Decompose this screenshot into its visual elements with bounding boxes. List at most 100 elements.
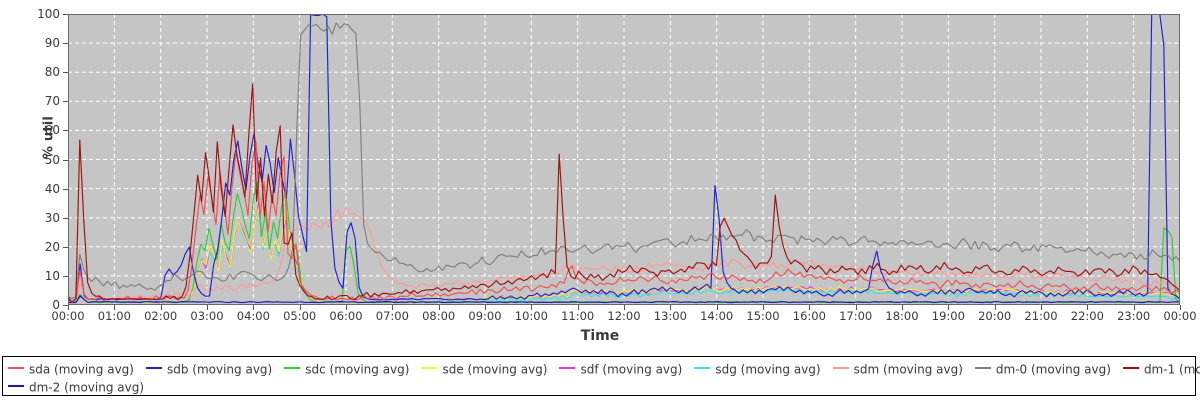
x-tick-label: 14:00	[700, 309, 734, 323]
x-tick-label: 13:00	[653, 309, 687, 323]
series-line	[68, 83, 1180, 303]
x-tick-label: 21:00	[1024, 309, 1058, 323]
x-tick-mark	[1041, 305, 1042, 310]
legend-label: sdc (moving avg)	[305, 362, 410, 377]
x-tick-mark	[485, 305, 486, 310]
x-tick-label: 11:00	[561, 309, 595, 323]
legend-color-swatch	[559, 367, 576, 369]
y-tick-mark	[63, 275, 68, 277]
legend-item[interactable]: sdg (moving avg)	[694, 360, 821, 379]
x-tick-label: 04:00	[236, 309, 270, 323]
legend-label: sdb (moving avg)	[166, 362, 273, 377]
legend-color-swatch	[421, 367, 438, 369]
x-tick-mark	[716, 305, 718, 310]
y-tick-mark	[63, 130, 68, 132]
legend-label: sda (moving avg)	[29, 362, 134, 377]
legend-item[interactable]: sdb (moving avg)	[145, 360, 273, 379]
legend-label: sdm (moving avg)	[853, 362, 963, 377]
x-tick-label: 08:00	[422, 309, 456, 323]
x-tick-label: 17:00	[839, 309, 873, 323]
y-tick-mark	[63, 72, 68, 74]
x-tick-label: 23:00	[1117, 309, 1151, 323]
y-tick-mark	[63, 14, 68, 15]
x-tick-label: 10:00	[514, 309, 548, 323]
legend-color-swatch	[1122, 367, 1139, 369]
x-tick-label: 09:00	[468, 309, 502, 323]
x-tick-mark	[948, 305, 950, 310]
legend-row: sda (moving avg) sdb (moving avg) sdc (mov…	[8, 360, 1200, 379]
legend-item[interactable]: sdf (moving avg)	[559, 360, 682, 379]
y-tick-label: 40	[44, 181, 60, 196]
x-tick-mark	[299, 305, 301, 310]
y-tick-label: 0	[52, 298, 60, 312]
legend-item[interactable]: sda (moving avg)	[8, 360, 134, 379]
legend-color-swatch	[8, 385, 24, 387]
x-tick-label: 01:00	[97, 309, 131, 323]
x-tick-mark	[670, 305, 672, 310]
x-tick-mark	[392, 305, 394, 310]
legend-label: sdf (moving avg)	[580, 362, 683, 377]
x-tick-label: 06:00	[329, 309, 363, 323]
legend-row: dm-2 (moving avg)	[8, 378, 1190, 396]
legend-color-swatch	[832, 367, 849, 369]
y-tick-mark	[63, 246, 68, 248]
legend-item[interactable]: sde (moving avg)	[421, 360, 547, 379]
legend-color-swatch	[284, 367, 301, 369]
x-tick-label: 03:00	[190, 309, 224, 323]
x-tick-label: 22:00	[1070, 309, 1104, 323]
x-tick-label: 20:00	[978, 309, 1012, 323]
y-tick-mark	[63, 305, 68, 306]
legend-item[interactable]: dm-2 (moving avg)	[8, 378, 144, 397]
x-tick-mark	[438, 305, 440, 310]
x-axis-label: Time	[580, 328, 620, 344]
legend-item[interactable]: dm-0 (moving avg)	[974, 360, 1111, 379]
series-line	[68, 206, 1180, 303]
legend-color-swatch	[974, 367, 991, 369]
x-tick-label: 02:00	[144, 309, 178, 323]
x-tick-mark	[624, 305, 625, 310]
y-tick-label: 50	[44, 152, 60, 167]
legend-label: dm-1 (moving avg)	[1143, 362, 1200, 377]
x-tick-mark	[577, 305, 579, 310]
y-tick-label: 10	[44, 268, 60, 283]
chart-legend: sda (moving avg) sdb (moving avg) sdc (mov…	[2, 356, 1200, 396]
x-tick-mark	[68, 305, 69, 310]
legend-item[interactable]: sdc (moving avg)	[284, 360, 409, 379]
y-tick-label: 80	[44, 65, 60, 80]
x-tick-mark	[855, 305, 857, 310]
x-tick-label: 12:00	[607, 309, 641, 323]
x-tick-label: 16:00	[792, 309, 826, 323]
legend-color-swatch	[694, 367, 711, 369]
series-line	[68, 14, 1180, 304]
y-tick-mark	[63, 101, 68, 103]
x-tick-mark	[1087, 305, 1089, 310]
series-line	[68, 295, 1180, 304]
x-tick-mark	[531, 305, 533, 310]
x-tick-label: 00:00	[1163, 309, 1197, 323]
legend-item[interactable]: sdm (moving avg)	[832, 360, 963, 379]
x-tick-label: 19:00	[931, 309, 965, 323]
legend-label: sdg (moving avg)	[715, 362, 821, 377]
legend-item[interactable]: dm-1 (moving avg)	[1122, 360, 1200, 379]
x-tick-label: 15:00	[746, 309, 780, 323]
x-tick-mark	[1133, 305, 1135, 310]
y-tick-label: 70	[44, 94, 60, 109]
x-tick-mark	[346, 305, 347, 310]
y-tick-mark	[63, 159, 68, 161]
x-tick-label: 00:00	[51, 309, 85, 323]
x-tick-mark	[763, 305, 764, 310]
x-tick-mark	[114, 305, 116, 310]
legend-label: sde (moving avg)	[442, 362, 548, 377]
y-tick-label: 90	[44, 36, 60, 51]
series-line	[68, 22, 1180, 300]
y-tick-mark	[63, 188, 68, 190]
y-tick-mark	[63, 43, 68, 45]
x-tick-mark	[160, 305, 162, 310]
legend-color-swatch	[145, 367, 162, 369]
x-tick-mark	[902, 305, 903, 310]
x-tick-mark	[994, 305, 996, 310]
legend-color-swatch	[8, 367, 24, 369]
plot-area	[68, 14, 1180, 305]
series-line	[68, 206, 1180, 304]
y-tick-mark	[63, 217, 68, 219]
